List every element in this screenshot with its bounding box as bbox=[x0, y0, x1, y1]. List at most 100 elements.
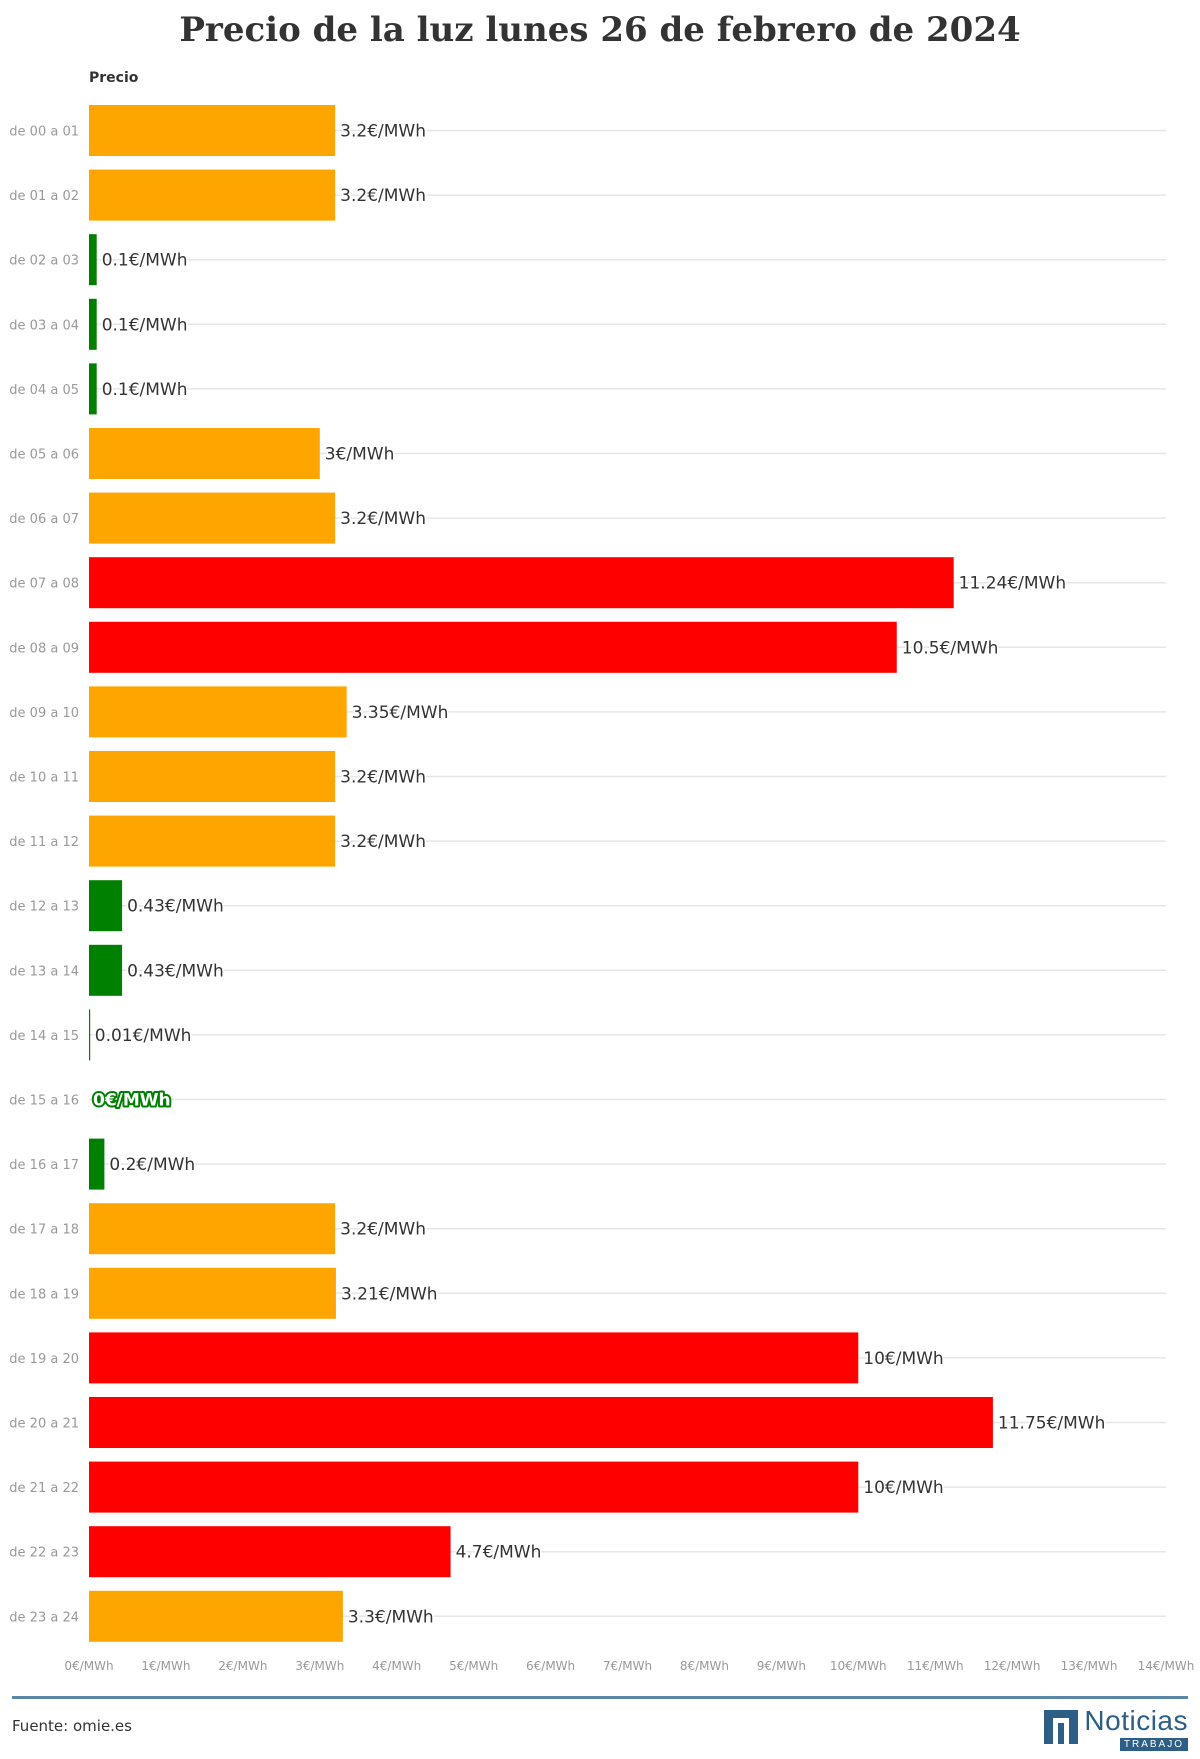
bar bbox=[89, 234, 97, 286]
x-tick-label: 3€/MWh bbox=[295, 1659, 344, 1673]
bar bbox=[89, 880, 123, 932]
category-label: de 01 a 02 bbox=[9, 189, 79, 204]
x-tick-label: 1€/MWh bbox=[141, 1659, 190, 1673]
category-label: de 09 a 10 bbox=[9, 706, 79, 721]
bar bbox=[89, 751, 336, 802]
category-label: de 22 a 23 bbox=[9, 1546, 79, 1561]
category-label: de 17 a 18 bbox=[9, 1223, 79, 1238]
x-tick-label: 6€/MWh bbox=[526, 1659, 575, 1673]
bar bbox=[89, 557, 954, 609]
bar-chart: Precio 3.2€/MWh 3.2€/MWh 0.1€/MWh 0.1€/MWh 0… bbox=[9, 70, 1194, 1673]
value-label: 3.2€/MWh bbox=[340, 832, 426, 852]
bar bbox=[89, 298, 97, 350]
category-labels: de 00 a 01 de 01 a 02 de 02 a 03 de 03 a 04… bbox=[9, 125, 79, 1626]
value-label: 3.35€/MWh bbox=[352, 703, 449, 723]
value-label: 0.1€/MWh bbox=[102, 380, 188, 400]
bar bbox=[89, 492, 336, 544]
value-label: 10.5€/MWh bbox=[902, 638, 999, 658]
category-label: de 21 a 22 bbox=[9, 1481, 79, 1496]
value-label: 10€/MWh bbox=[863, 1478, 943, 1498]
value-label: 0.43€/MWh bbox=[127, 961, 224, 981]
value-label: 0.2€/MWh bbox=[109, 1155, 195, 1175]
bar bbox=[89, 363, 97, 415]
bar bbox=[89, 1461, 859, 1513]
bar bbox=[89, 944, 123, 996]
category-label: de 02 a 03 bbox=[9, 254, 79, 269]
value-label: 10€/MWh bbox=[863, 1349, 943, 1369]
bar bbox=[89, 1332, 859, 1384]
bar bbox=[89, 428, 320, 479]
bars bbox=[89, 105, 993, 1642]
bar bbox=[89, 1138, 105, 1190]
value-label: 0.1€/MWh bbox=[102, 315, 188, 335]
value-label: 0€/MWh bbox=[93, 1091, 171, 1111]
x-tick-label: 5€/MWh bbox=[449, 1659, 498, 1673]
category-label: de 18 a 19 bbox=[9, 1287, 79, 1302]
bar bbox=[89, 1009, 91, 1061]
x-tick-label: 9€/MWh bbox=[757, 1659, 806, 1673]
grid-lines bbox=[89, 129, 1166, 1618]
value-label: 3.2€/MWh bbox=[340, 768, 426, 788]
value-label: 0.01€/MWh bbox=[95, 1026, 192, 1046]
column-header: Precio bbox=[89, 70, 139, 86]
value-label: 3.2€/MWh bbox=[340, 122, 426, 142]
category-label: de 07 a 08 bbox=[9, 577, 79, 592]
category-label: de 05 a 06 bbox=[9, 448, 79, 463]
bar bbox=[89, 1590, 343, 1642]
category-label: de 12 a 13 bbox=[9, 900, 79, 915]
x-tick-label: 14€/MWh bbox=[1138, 1659, 1195, 1673]
category-label: de 11 a 12 bbox=[9, 835, 79, 850]
x-tick-label: 13€/MWh bbox=[1061, 1659, 1118, 1673]
category-label: de 20 a 21 bbox=[9, 1417, 79, 1432]
value-label: 3.2€/MWh bbox=[340, 1220, 426, 1240]
value-label: 0.43€/MWh bbox=[127, 897, 224, 917]
category-label: de 04 a 05 bbox=[9, 383, 79, 398]
category-label: de 14 a 15 bbox=[9, 1029, 79, 1044]
bar bbox=[89, 105, 336, 156]
value-label: 3.3€/MWh bbox=[348, 1607, 434, 1627]
category-label: de 08 a 09 bbox=[9, 641, 79, 656]
bar bbox=[89, 815, 336, 867]
value-label: 3€/MWh bbox=[325, 445, 395, 465]
category-label: de 06 a 07 bbox=[9, 512, 79, 527]
brand-logo: Noticias TRABAJO bbox=[1044, 1706, 1188, 1751]
value-label: 4.7€/MWh bbox=[456, 1543, 542, 1563]
x-tick-label: 7€/MWh bbox=[603, 1659, 652, 1673]
category-label: de 16 a 17 bbox=[9, 1158, 79, 1173]
value-label: 3.2€/MWh bbox=[340, 186, 426, 206]
category-label: de 15 a 16 bbox=[9, 1094, 79, 1109]
value-labels: 3.2€/MWh 3.2€/MWh 0.1€/MWh 0.1€/MWh 0.1€/MWh… bbox=[91, 120, 1107, 1629]
x-tick-label: 4€/MWh bbox=[372, 1659, 421, 1673]
bar bbox=[89, 1397, 993, 1448]
category-label: de 10 a 11 bbox=[9, 771, 79, 786]
category-label: de 00 a 01 bbox=[9, 125, 79, 140]
category-label: de 19 a 20 bbox=[9, 1352, 79, 1367]
value-label: 0.1€/MWh bbox=[102, 251, 188, 271]
x-tick-label: 8€/MWh bbox=[680, 1659, 729, 1673]
x-axis-ticks: 0€/MWh 1€/MWh 2€/MWh 3€/MWh 4€/MWh 5€/MWh 6€/M… bbox=[64, 1659, 1194, 1673]
bar bbox=[89, 1203, 336, 1255]
category-label: de 13 a 14 bbox=[9, 964, 79, 979]
logo-icon bbox=[1044, 1710, 1079, 1744]
category-label: de 23 a 24 bbox=[9, 1610, 79, 1625]
value-label: 11.75€/MWh bbox=[998, 1414, 1105, 1434]
footer-divider bbox=[12, 1696, 1188, 1699]
logo-subtitle: TRABAJO bbox=[1119, 1738, 1188, 1751]
bar bbox=[89, 621, 897, 673]
value-label: 3.21€/MWh bbox=[341, 1284, 438, 1304]
value-label: 11.24€/MWh bbox=[959, 574, 1066, 594]
chart-title: Precio de la luz lunes 26 de febrero de … bbox=[179, 10, 1021, 50]
bar bbox=[89, 169, 336, 221]
source-note: Fuente: omie.es bbox=[12, 1717, 132, 1735]
x-tick-label: 12€/MWh bbox=[984, 1659, 1041, 1673]
category-label: de 03 a 04 bbox=[9, 318, 79, 333]
x-tick-label: 2€/MWh bbox=[218, 1659, 267, 1673]
x-tick-label: 10€/MWh bbox=[830, 1659, 887, 1673]
bar bbox=[89, 1526, 451, 1578]
value-label: 3.2€/MWh bbox=[340, 509, 426, 529]
x-tick-label: 11€/MWh bbox=[907, 1659, 964, 1673]
bar bbox=[89, 1267, 336, 1319]
logo-name: Noticias bbox=[1084, 1705, 1188, 1736]
bar bbox=[89, 686, 347, 738]
x-tick-label: 0€/MWh bbox=[64, 1659, 113, 1673]
